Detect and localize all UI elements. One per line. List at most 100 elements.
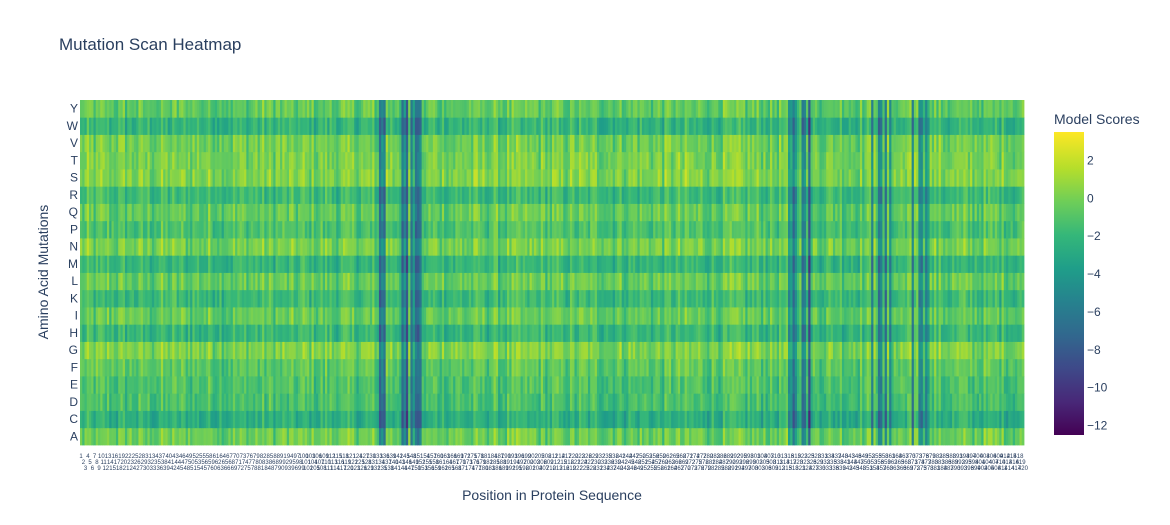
heatmap-cell: [621, 358, 625, 377]
heatmap-cell: [866, 324, 870, 342]
heatmap-cell: [976, 376, 980, 394]
heatmap-cell: [498, 341, 501, 360]
heatmap-cell: [498, 238, 501, 256]
heatmap-cell: [275, 376, 279, 394]
heatmap-cell: [360, 341, 364, 360]
heatmap-cell: [700, 324, 703, 342]
heatmap-cell: [282, 358, 285, 377]
heatmap-cell: [725, 307, 728, 325]
heatmap-cell: [972, 427, 975, 446]
heatmap-cell: [637, 341, 641, 360]
heatmap-cell: [253, 324, 256, 342]
heatmap-cell: [774, 358, 778, 377]
heatmap-cell: [419, 341, 423, 360]
heatmap-cell: [583, 324, 587, 342]
heatmap-cell: [414, 272, 418, 291]
heatmap-cell: [277, 238, 281, 256]
heatmap-cell: [970, 427, 973, 446]
heatmap-cell: [115, 272, 119, 291]
heatmap-cell: [93, 324, 97, 342]
heatmap-cell: [835, 238, 838, 256]
heatmap-cell: [1021, 272, 1025, 291]
heatmap-cell: [356, 358, 360, 377]
heatmap-cell: [810, 341, 814, 360]
heatmap-cell: [212, 324, 216, 342]
heatmap-cell: [257, 307, 261, 325]
heatmap-cell: [630, 376, 634, 394]
heatmap-cell: [884, 376, 888, 394]
heatmap-cell: [88, 427, 92, 446]
heatmap-cell: [1021, 255, 1025, 273]
heatmap-cell: [127, 358, 130, 377]
heatmap-cell: [718, 324, 721, 342]
heatmap-cell: [88, 238, 92, 256]
heatmap-cell: [805, 358, 809, 377]
heatmap-cell: [482, 358, 485, 377]
heatmap-cell: [675, 427, 679, 446]
heatmap-cell: [988, 410, 991, 429]
heatmap-cell: [666, 427, 670, 446]
heatmap-cell: [761, 393, 764, 411]
heatmap-cell: [603, 255, 607, 273]
heatmap-cell: [462, 238, 465, 256]
heatmap-cell: [345, 410, 348, 429]
heatmap-cell: [484, 341, 488, 360]
heatmap-cell: [675, 341, 679, 360]
heatmap-cell: [821, 427, 825, 446]
heatmap-cell: [770, 255, 773, 273]
heatmap-cell: [351, 289, 355, 308]
heatmap-cell: [192, 427, 196, 446]
heatmap-cell: [659, 255, 663, 273]
heatmap-cell: [172, 376, 175, 394]
heatmap-cell: [612, 358, 616, 377]
heatmap-cell: [610, 272, 614, 291]
heatmap-cell: [419, 376, 423, 394]
heatmap-cell: [435, 289, 438, 308]
heatmap-cell: [468, 393, 472, 411]
heatmap-cell: [628, 238, 632, 256]
heatmap-cell: [931, 341, 935, 360]
heatmap-cell: [673, 341, 677, 360]
heatmap-cell: [749, 358, 753, 377]
heatmap-cell: [722, 393, 726, 411]
heatmap-cell: [459, 272, 463, 291]
heatmap-cell: [549, 324, 553, 342]
heatmap-cell: [866, 358, 870, 377]
heatmap-cell: [228, 410, 231, 429]
heatmap-cell: [691, 410, 694, 429]
heatmap-cell: [230, 238, 234, 256]
heatmap-cell: [345, 238, 348, 256]
heatmap-cell: [464, 376, 467, 394]
heatmap-cell: [390, 410, 393, 429]
heatmap-cell: [736, 272, 739, 291]
heatmap-cell: [801, 289, 805, 308]
heatmap-cell: [338, 272, 342, 291]
heatmap-cell: [866, 272, 870, 291]
heatmap-cell: [356, 410, 360, 429]
heatmap-cell: [594, 272, 598, 291]
heatmap-cell: [167, 289, 171, 308]
heatmap-cell: [327, 272, 330, 291]
heatmap-cell: [97, 341, 101, 360]
heatmap-cell: [196, 272, 200, 291]
heatmap-cell: [226, 289, 229, 308]
heatmap-cell: [102, 238, 106, 256]
heatmap-cell: [920, 307, 924, 325]
heatmap-cell: [814, 289, 818, 308]
heatmap-cell: [169, 410, 173, 429]
heatmap-cell: [304, 410, 308, 429]
heatmap-cell: [448, 324, 452, 342]
heatmap-cell: [545, 324, 548, 342]
heatmap-cell: [626, 289, 629, 308]
heatmap-cell: [91, 255, 94, 273]
heatmap-cell: [635, 289, 638, 308]
heatmap-cell: [201, 393, 205, 411]
heatmap-cell: [475, 238, 479, 256]
heatmap-cell: [176, 272, 180, 291]
heatmap-cell: [823, 410, 827, 429]
heatmap-cell: [239, 393, 243, 411]
heatmap-cell: [298, 427, 301, 446]
heatmap-cell: [356, 427, 360, 446]
heatmap-cell: [938, 341, 942, 360]
heatmap-cell: [900, 358, 904, 377]
